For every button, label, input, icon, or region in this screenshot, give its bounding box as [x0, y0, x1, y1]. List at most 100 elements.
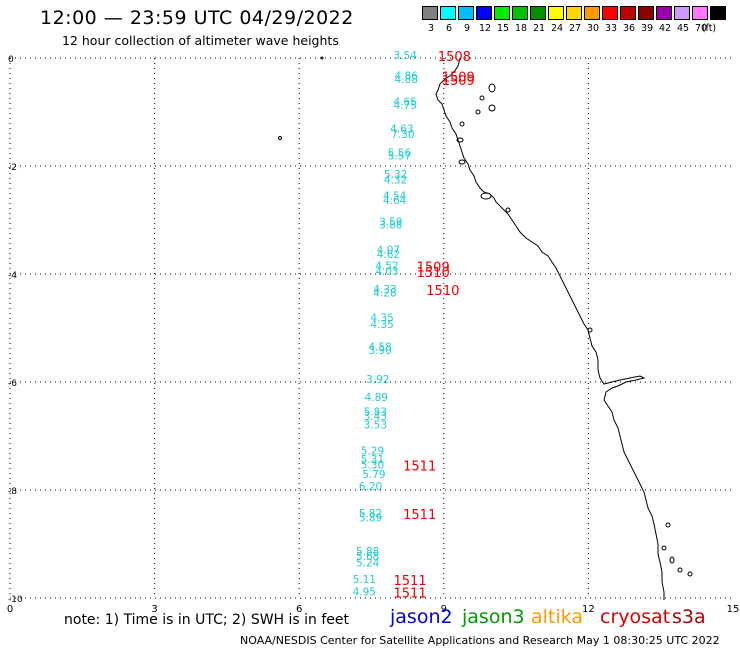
x-tick-label: 3: [151, 604, 157, 615]
y-tick-label: -10: [8, 595, 23, 605]
scale-label: 30: [586, 23, 600, 34]
scale-label: 15: [496, 23, 510, 34]
scale-label: 70: [694, 23, 708, 34]
scale-swatch: [548, 6, 564, 20]
swh-value: 3.59: [379, 216, 402, 228]
swh-value: 5.57: [388, 151, 411, 163]
scale-swatch: [602, 6, 618, 20]
pass-number: 1509: [417, 261, 450, 276]
pass-number: 1511: [394, 586, 427, 601]
scale-swatch: [710, 6, 726, 20]
swh-value: 5.83: [364, 406, 387, 418]
swh-value: 4.58: [368, 342, 391, 354]
x-tick-label: 15: [727, 604, 740, 615]
x-tick-label: 0: [7, 604, 13, 615]
coastline: [278, 56, 693, 600]
swh-value: 4.07: [377, 244, 400, 256]
swh-value: 5.56: [388, 147, 412, 159]
swh-value: 5.79: [362, 469, 385, 481]
swh-value: 4.95: [353, 586, 376, 598]
scale-unit-label: (ft): [701, 23, 717, 34]
y-tick-label: 0: [8, 55, 14, 65]
swh-value: 4.54: [383, 190, 407, 202]
swh-value: 4.88: [395, 74, 418, 86]
credit-line: NOAA/NESDIS Center for Satellite Applica…: [240, 634, 720, 647]
map-grid: 0 3 6 9 12 15 0 -2 -4 -6 -8 -10: [7, 55, 740, 615]
swh-value: 6.20: [359, 481, 382, 493]
pass-number: 1510: [417, 266, 450, 281]
swh-value: 4.75: [394, 100, 417, 112]
swh-value: 4.03: [375, 266, 398, 278]
scale-swatch: [422, 6, 438, 20]
swh-value: 7.30: [391, 129, 414, 141]
swh-value: 3.92: [366, 374, 389, 386]
swh-observations: 3.54 4.864.88 4.654.75 4.637.30 5.565.57 5.32…: [353, 50, 419, 598]
swh-value: 5.30: [361, 459, 384, 471]
scale-label: 45: [676, 23, 690, 34]
swh-value: 4.65: [394, 97, 417, 109]
x-tick-label: 6: [296, 604, 302, 615]
scale-swatch: [584, 6, 600, 20]
chart-title: 12:00 — 23:59 UTC 04/29/2022: [40, 7, 354, 29]
swh-value: 5.88: [356, 546, 379, 558]
satellite-label-s3a: s3a: [672, 606, 706, 628]
scale-label: 39: [640, 23, 654, 34]
swh-value: 4.35: [370, 319, 393, 331]
swh-value: 5.31: [361, 454, 384, 466]
swh-value: 4.35: [370, 313, 393, 325]
scale-label: 42: [658, 23, 672, 34]
swh-value: 4.52: [375, 261, 398, 273]
chart-subtitle: 12 hour collection of altimeter wave hei…: [62, 33, 339, 48]
scale-swatch: [476, 6, 492, 20]
y-tick-label: -2: [8, 163, 17, 173]
scale-label: 12: [478, 23, 492, 34]
pass-number: 1511: [403, 508, 436, 523]
scale-swatch: [620, 6, 636, 20]
units-note: note: 1) Time is in UTC; 2) SWH is in fe…: [64, 612, 350, 628]
swh-value: 3.53: [364, 419, 387, 431]
swh-value: 3.43: [364, 411, 387, 423]
pass-number: 1511: [394, 574, 427, 589]
scale-swatch: [530, 6, 546, 20]
y-tick-label: -4: [8, 271, 17, 281]
scale-swatch: [692, 6, 708, 20]
x-tick-label: 9: [441, 604, 447, 615]
swh-value: 4.86: [395, 71, 419, 83]
scale-swatch: [440, 6, 456, 20]
coastline-path: [435, 57, 665, 600]
swh-value: 4.62: [377, 249, 400, 261]
scale-swatch: [458, 6, 474, 20]
scale-label: 21: [532, 23, 546, 34]
swh-value: 3.88: [379, 220, 402, 232]
swh-value: 3.54: [394, 50, 418, 62]
scale-swatch: [638, 6, 654, 20]
pass-number: 1510: [426, 284, 459, 299]
swh-value: 4.89: [365, 392, 388, 404]
scale-label: 24: [550, 23, 564, 34]
swh-value: 4.32: [384, 174, 407, 186]
scale-label: 9: [463, 23, 471, 34]
scale-label: 18: [514, 23, 528, 34]
scale-label: 33: [604, 23, 618, 34]
swh-value: 4.33: [373, 284, 396, 296]
swh-value: 5.11: [353, 574, 376, 586]
swh-value: 5.24: [356, 558, 380, 570]
swh-value: 4.28: [373, 288, 396, 300]
scale-label: 36: [622, 23, 636, 34]
swh-value: 4.64: [383, 195, 407, 207]
satellite-label-jason2: jason2: [390, 606, 453, 628]
swh-value: 4.63: [390, 124, 413, 136]
swh-value: 5.32: [384, 169, 407, 181]
satellite-label-jason3: jason3: [462, 606, 525, 628]
satellite-label-cryosat: cryosat: [600, 606, 671, 628]
scale-swatch: [674, 6, 690, 20]
pass-number: 1511: [403, 459, 436, 474]
pass-number: 1509: [442, 71, 475, 86]
swh-value: 3.90: [368, 345, 391, 357]
x-tick-label: 12: [582, 604, 595, 615]
swh-value: 5.82: [359, 508, 382, 520]
swh-value: 5.68: [356, 551, 379, 563]
swh-value: 5.29: [361, 445, 384, 457]
